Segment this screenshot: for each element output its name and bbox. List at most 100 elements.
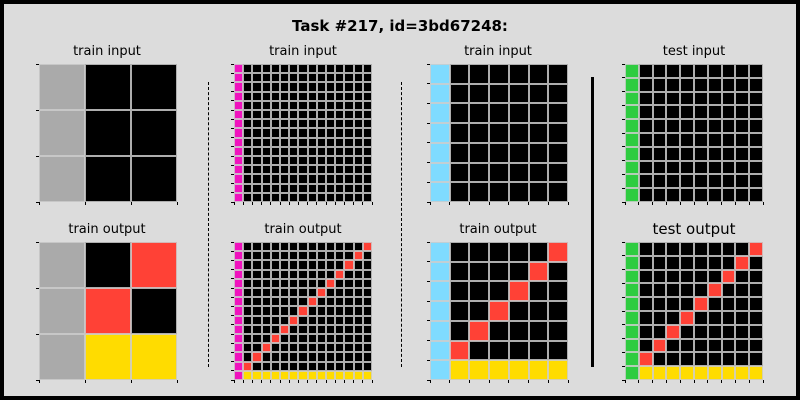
axis-tick bbox=[36, 63, 39, 65]
grid-cell bbox=[316, 260, 326, 270]
grid-cell bbox=[638, 174, 653, 189]
grid-cell bbox=[307, 306, 317, 316]
grid-cell bbox=[280, 352, 290, 362]
axis-tick bbox=[231, 173, 234, 175]
grid-cell bbox=[707, 311, 722, 325]
grid-cell bbox=[680, 352, 694, 367]
grid-cell bbox=[528, 162, 549, 183]
grid-cell bbox=[243, 343, 253, 353]
grid-cell bbox=[298, 343, 308, 353]
grid-cell bbox=[680, 91, 694, 106]
grid-cell bbox=[326, 297, 336, 307]
grid-cell bbox=[307, 370, 317, 380]
grid-cell bbox=[270, 192, 280, 202]
grid-cell bbox=[261, 297, 271, 307]
grid-cell bbox=[694, 338, 708, 353]
grid-cell bbox=[694, 352, 708, 367]
grid-cell bbox=[307, 183, 317, 193]
grid-cell bbox=[666, 324, 681, 339]
grid-cell bbox=[234, 269, 244, 279]
axis-tick bbox=[36, 109, 39, 111]
grid-cell bbox=[638, 64, 653, 78]
axis-tick bbox=[231, 81, 234, 83]
grid-cell bbox=[625, 297, 639, 311]
grid-cell bbox=[280, 269, 290, 279]
axis-tick bbox=[261, 380, 263, 383]
grid-cell bbox=[707, 297, 722, 311]
grid-cell bbox=[280, 128, 290, 138]
grid-cell bbox=[252, 100, 262, 110]
grid-cell bbox=[335, 242, 345, 252]
grid-cell bbox=[362, 315, 372, 325]
grid-cell bbox=[234, 183, 244, 193]
grid-cell bbox=[289, 352, 299, 362]
grid-cell bbox=[489, 182, 509, 202]
grid-cell bbox=[326, 156, 336, 166]
grid-cell bbox=[326, 306, 336, 316]
grid-cell bbox=[353, 370, 363, 380]
axis-tick bbox=[622, 77, 625, 79]
grid-cell bbox=[270, 128, 280, 138]
grid-cell bbox=[666, 352, 681, 367]
axis-tick bbox=[427, 83, 430, 85]
grid-cell bbox=[85, 334, 131, 380]
grid-cell bbox=[625, 352, 639, 367]
axis-tick bbox=[353, 202, 355, 205]
grid-cell bbox=[548, 182, 568, 202]
axis-tick bbox=[231, 91, 234, 93]
axis-tick bbox=[427, 300, 430, 302]
grid-cell bbox=[298, 278, 308, 288]
grid-cell bbox=[270, 278, 280, 288]
grid-cell bbox=[694, 160, 708, 175]
grid-cell bbox=[243, 146, 253, 156]
axis-tick bbox=[176, 380, 178, 383]
grid-cell bbox=[694, 119, 708, 133]
grid-cell bbox=[735, 174, 750, 189]
axis-tick bbox=[353, 380, 355, 383]
axis-tick bbox=[622, 118, 625, 120]
grid-cell bbox=[289, 192, 299, 202]
grid-cell bbox=[353, 137, 363, 147]
grid-cell bbox=[449, 242, 470, 262]
axis-tick bbox=[734, 380, 736, 383]
grid-cell bbox=[548, 242, 568, 262]
axis-tick bbox=[84, 380, 86, 383]
axis-tick bbox=[679, 202, 681, 205]
grid-cell bbox=[289, 334, 299, 344]
grid-cell bbox=[694, 269, 708, 284]
grid-cell bbox=[694, 174, 708, 189]
grid-cell bbox=[735, 338, 750, 353]
grid-cell bbox=[298, 174, 308, 184]
grid-cell bbox=[344, 324, 354, 334]
grid-cell bbox=[469, 162, 490, 183]
grid-cell bbox=[280, 324, 290, 334]
grid-cell bbox=[298, 165, 308, 175]
grid-cell bbox=[652, 255, 667, 270]
grid-cell bbox=[652, 105, 667, 120]
grid-cell bbox=[353, 306, 363, 316]
grid-cell bbox=[234, 146, 244, 156]
grid-cell bbox=[243, 370, 253, 380]
grid-cell bbox=[528, 142, 549, 163]
grid-cell bbox=[548, 360, 568, 380]
grid-cell bbox=[270, 324, 280, 334]
grid-cell bbox=[289, 260, 299, 270]
grid-cell bbox=[430, 162, 450, 183]
grid-cell bbox=[234, 192, 244, 202]
grid-cell bbox=[680, 174, 694, 189]
grid-cell bbox=[326, 370, 336, 380]
grid-cell bbox=[280, 278, 290, 288]
axis-tick bbox=[288, 202, 290, 205]
grid-cell bbox=[307, 146, 317, 156]
grid-cell bbox=[362, 91, 372, 101]
grid-cell bbox=[666, 311, 681, 325]
grid-cell bbox=[625, 133, 639, 147]
grid-cell bbox=[316, 334, 326, 344]
grid-cell bbox=[131, 110, 177, 156]
grid-cell bbox=[252, 297, 262, 307]
grid-cell bbox=[625, 174, 639, 189]
axis-tick bbox=[279, 202, 281, 205]
axis-tick bbox=[231, 278, 234, 280]
axis-tick bbox=[624, 380, 626, 383]
grid-cell bbox=[344, 192, 354, 202]
